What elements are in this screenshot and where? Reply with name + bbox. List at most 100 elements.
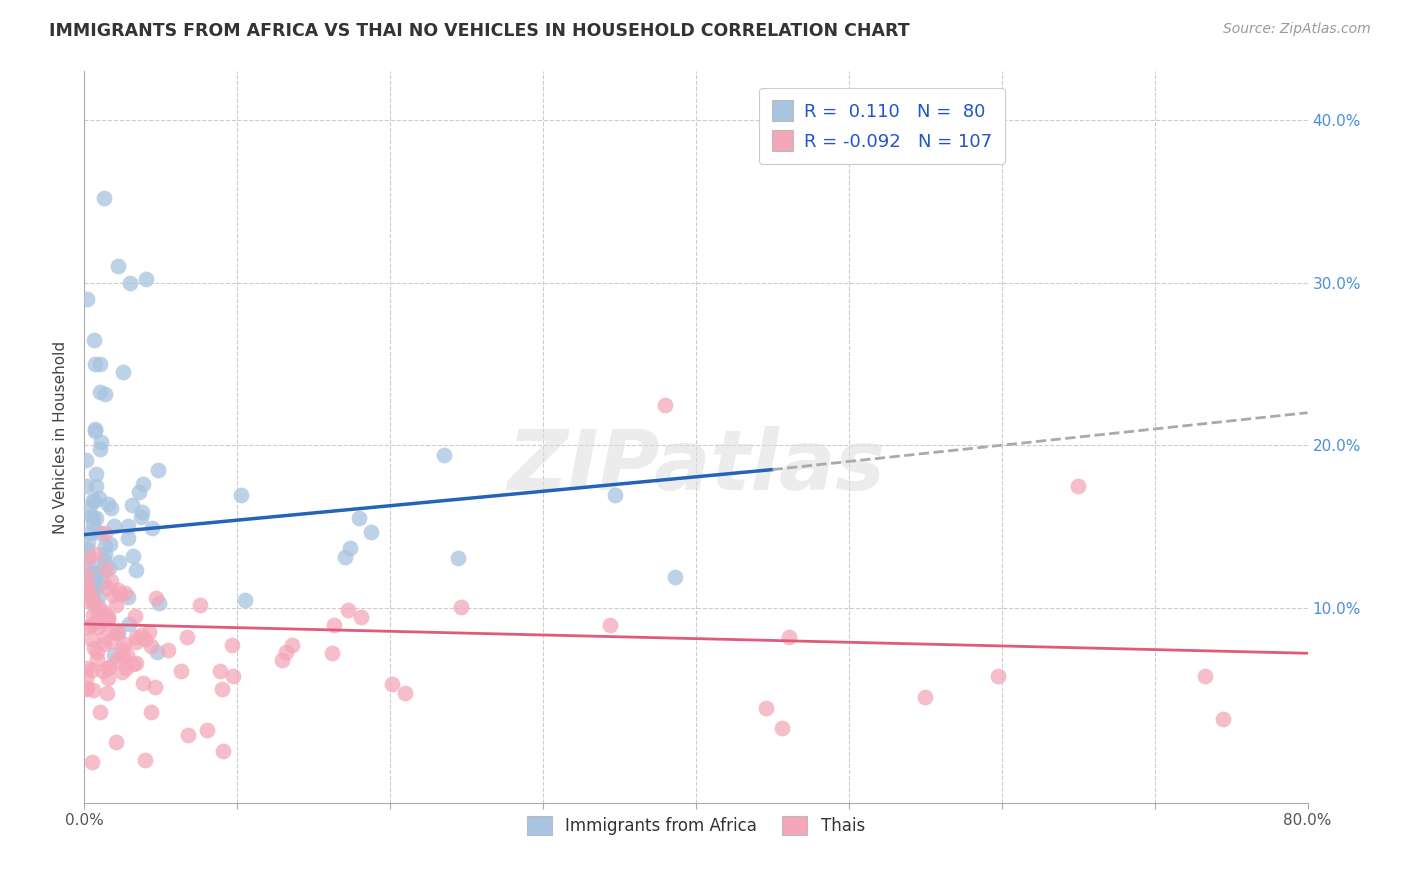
Point [111, 365, 134, 379]
Point [77, 592, 100, 607]
Point [96, 686, 118, 700]
Point [914, 690, 936, 705]
Point [101, 588, 124, 602]
Point [129, 628, 152, 642]
Point [124, 609, 146, 624]
Point [135, 272, 157, 286]
Point [122, 549, 145, 563]
Point [87, 600, 110, 615]
Point [94, 539, 117, 553]
Point [212, 744, 235, 758]
Point [221, 638, 243, 652]
Point [91, 614, 114, 628]
Point [76, 681, 98, 695]
Point [89, 442, 111, 456]
Point [77, 558, 100, 573]
Point [83, 333, 105, 347]
Point [121, 498, 143, 512]
Point [755, 701, 778, 715]
Point [75, 585, 97, 599]
Point [89, 384, 111, 399]
Point [91, 574, 114, 589]
Point [271, 653, 294, 667]
Point [84, 424, 107, 438]
Point [84, 479, 107, 493]
Point [94, 547, 117, 561]
Point [79, 526, 101, 541]
Point [209, 664, 232, 678]
Point [83, 615, 105, 630]
Point [177, 728, 200, 742]
Point [87, 620, 110, 634]
Point [156, 642, 179, 657]
Point [100, 574, 122, 588]
Point [94, 562, 117, 576]
Point [89, 526, 111, 541]
Point [77, 578, 100, 592]
Point [82, 493, 104, 508]
Point [84, 547, 107, 561]
Point [87, 607, 110, 621]
Point [75, 671, 97, 685]
Point [117, 648, 139, 663]
Point [105, 598, 128, 612]
Point [103, 519, 125, 533]
Point [77, 500, 100, 515]
Point [111, 665, 134, 679]
Point [1194, 669, 1216, 683]
Point [82, 510, 104, 524]
Point [117, 591, 139, 605]
Point [93, 637, 115, 651]
Point [77, 549, 100, 564]
Point [97, 612, 120, 626]
Point [195, 723, 218, 737]
Point [176, 630, 198, 644]
Point [100, 501, 122, 516]
Point [75, 452, 97, 467]
Point [145, 591, 167, 606]
Point [125, 563, 148, 577]
Point [349, 610, 371, 624]
Point [75, 682, 97, 697]
Point [93, 191, 115, 205]
Point [91, 559, 114, 574]
Point [84, 574, 107, 588]
Point [778, 630, 800, 644]
Point [120, 276, 142, 290]
Point [94, 610, 117, 624]
Point [91, 606, 114, 620]
Point [125, 630, 148, 644]
Point [98, 537, 121, 551]
Point [146, 645, 169, 659]
Point [91, 665, 114, 679]
Text: ZIPatlas: ZIPatlas [508, 425, 884, 507]
Point [97, 672, 120, 686]
Point [117, 617, 139, 632]
Point [145, 680, 167, 694]
Point [170, 665, 193, 679]
Point [770, 721, 793, 735]
Point [229, 488, 252, 502]
Point [76, 620, 98, 634]
Point [94, 526, 117, 541]
Point [433, 448, 456, 462]
Point [82, 597, 104, 611]
Point [97, 661, 120, 675]
Point [141, 521, 163, 535]
Point [125, 656, 148, 670]
Point [87, 591, 110, 605]
Point [603, 487, 626, 501]
Point [128, 485, 150, 500]
Point [82, 592, 104, 607]
Point [132, 477, 155, 491]
Point [114, 661, 136, 675]
Point [105, 735, 128, 749]
Point [1212, 712, 1234, 726]
Point [93, 387, 115, 401]
Point [233, 592, 256, 607]
Point [1067, 479, 1090, 493]
Text: IMMIGRANTS FROM AFRICA VS THAI NO VEHICLES IN HOUSEHOLD CORRELATION CHART: IMMIGRANTS FROM AFRICA VS THAI NO VEHICL… [49, 22, 910, 40]
Point [322, 618, 344, 632]
Point [77, 552, 100, 566]
Point [138, 625, 160, 640]
